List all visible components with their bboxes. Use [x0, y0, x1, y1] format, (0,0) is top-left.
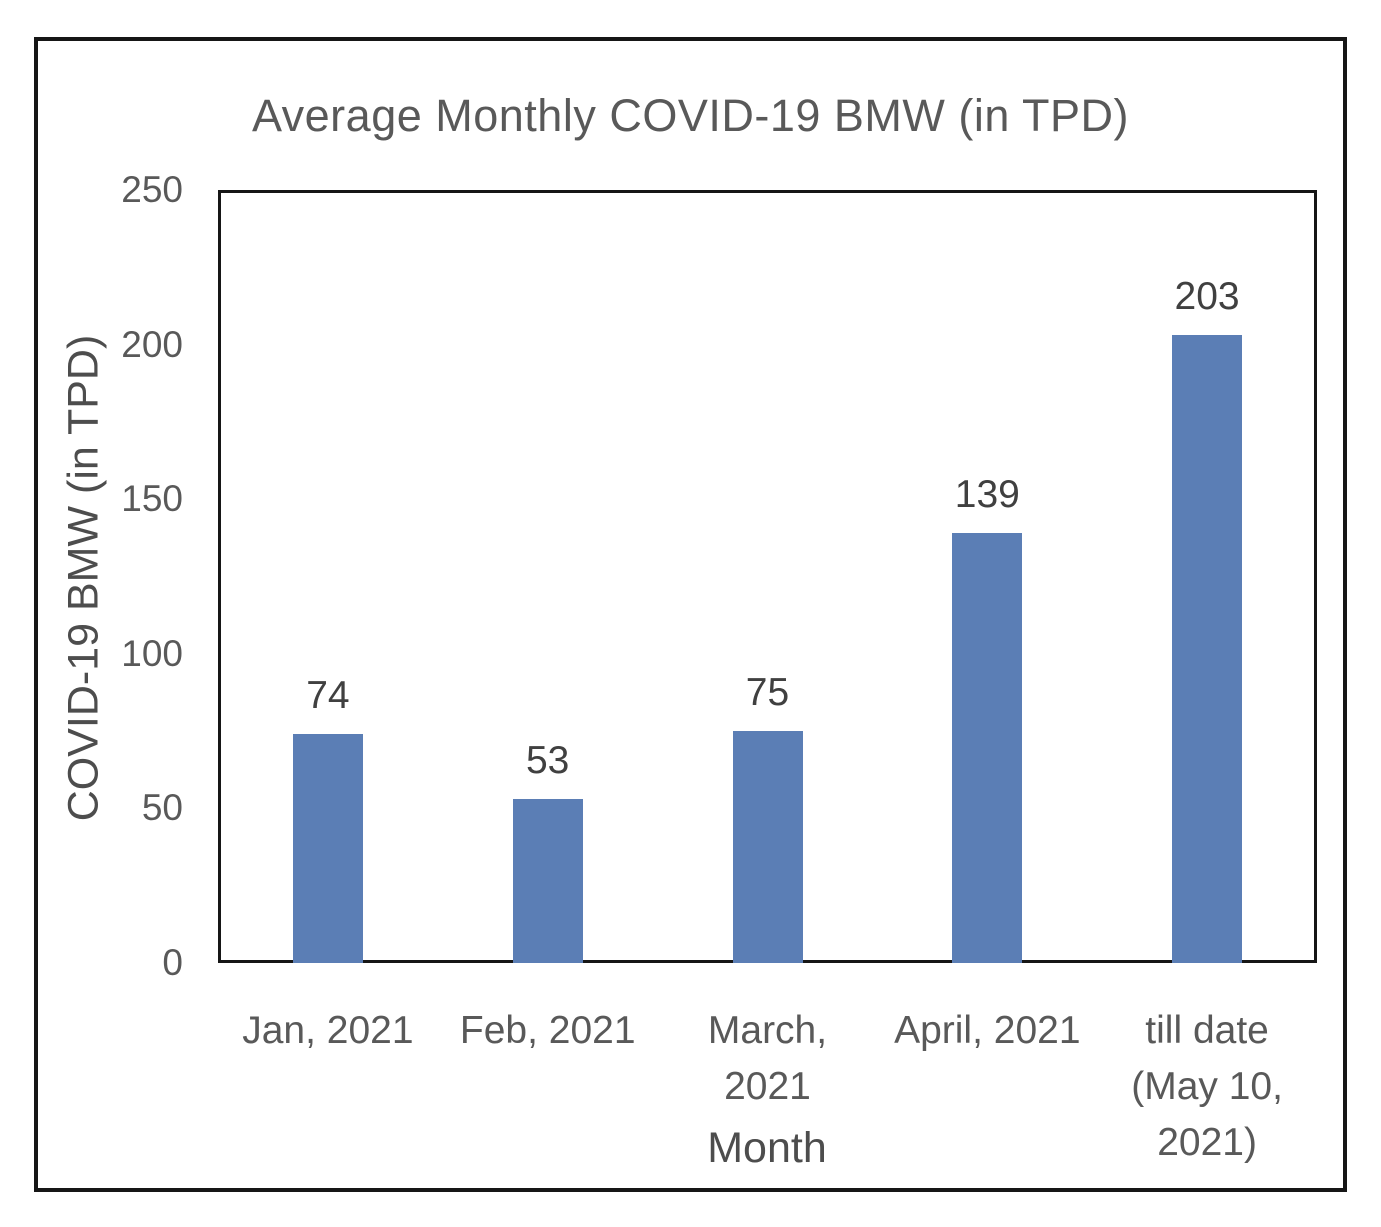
chart-outer-border — [34, 37, 1347, 1192]
x-category-label: Jan, 2021 — [242, 1009, 414, 1052]
bar — [292, 734, 363, 963]
y-tick-label: 150 — [121, 478, 183, 520]
x-category-label: April, 2021 — [894, 1009, 1081, 1052]
bar-value-label: 74 — [306, 674, 350, 718]
bar — [952, 533, 1023, 963]
bar — [512, 799, 583, 963]
bar-value-label: 75 — [745, 671, 790, 715]
y-tick-label: 0 — [162, 942, 183, 983]
y-tick-label: 50 — [141, 787, 183, 829]
y-tick-label: 100 — [121, 632, 183, 674]
y-axis-title: COVID-19 BMW (in TPD) — [59, 334, 108, 822]
bar — [1172, 335, 1243, 963]
x-category-label: till date (May 10, 2021) — [1131, 1009, 1283, 1164]
bar-value-label: 203 — [1174, 275, 1240, 319]
x-axis-title: Month — [707, 1124, 827, 1172]
x-category-label: Feb, 2021 — [459, 1009, 636, 1052]
x-category-label: March, 2021 — [707, 1009, 828, 1108]
bar — [732, 731, 803, 963]
y-tick-label: 200 — [121, 323, 183, 365]
bar-value-label: 53 — [525, 739, 570, 783]
bar-value-label: 139 — [954, 473, 1020, 517]
y-tick-label: 250 — [121, 169, 183, 210]
chart-title: Average Monthly COVID-19 BMW (in TPD) — [251, 90, 1130, 141]
